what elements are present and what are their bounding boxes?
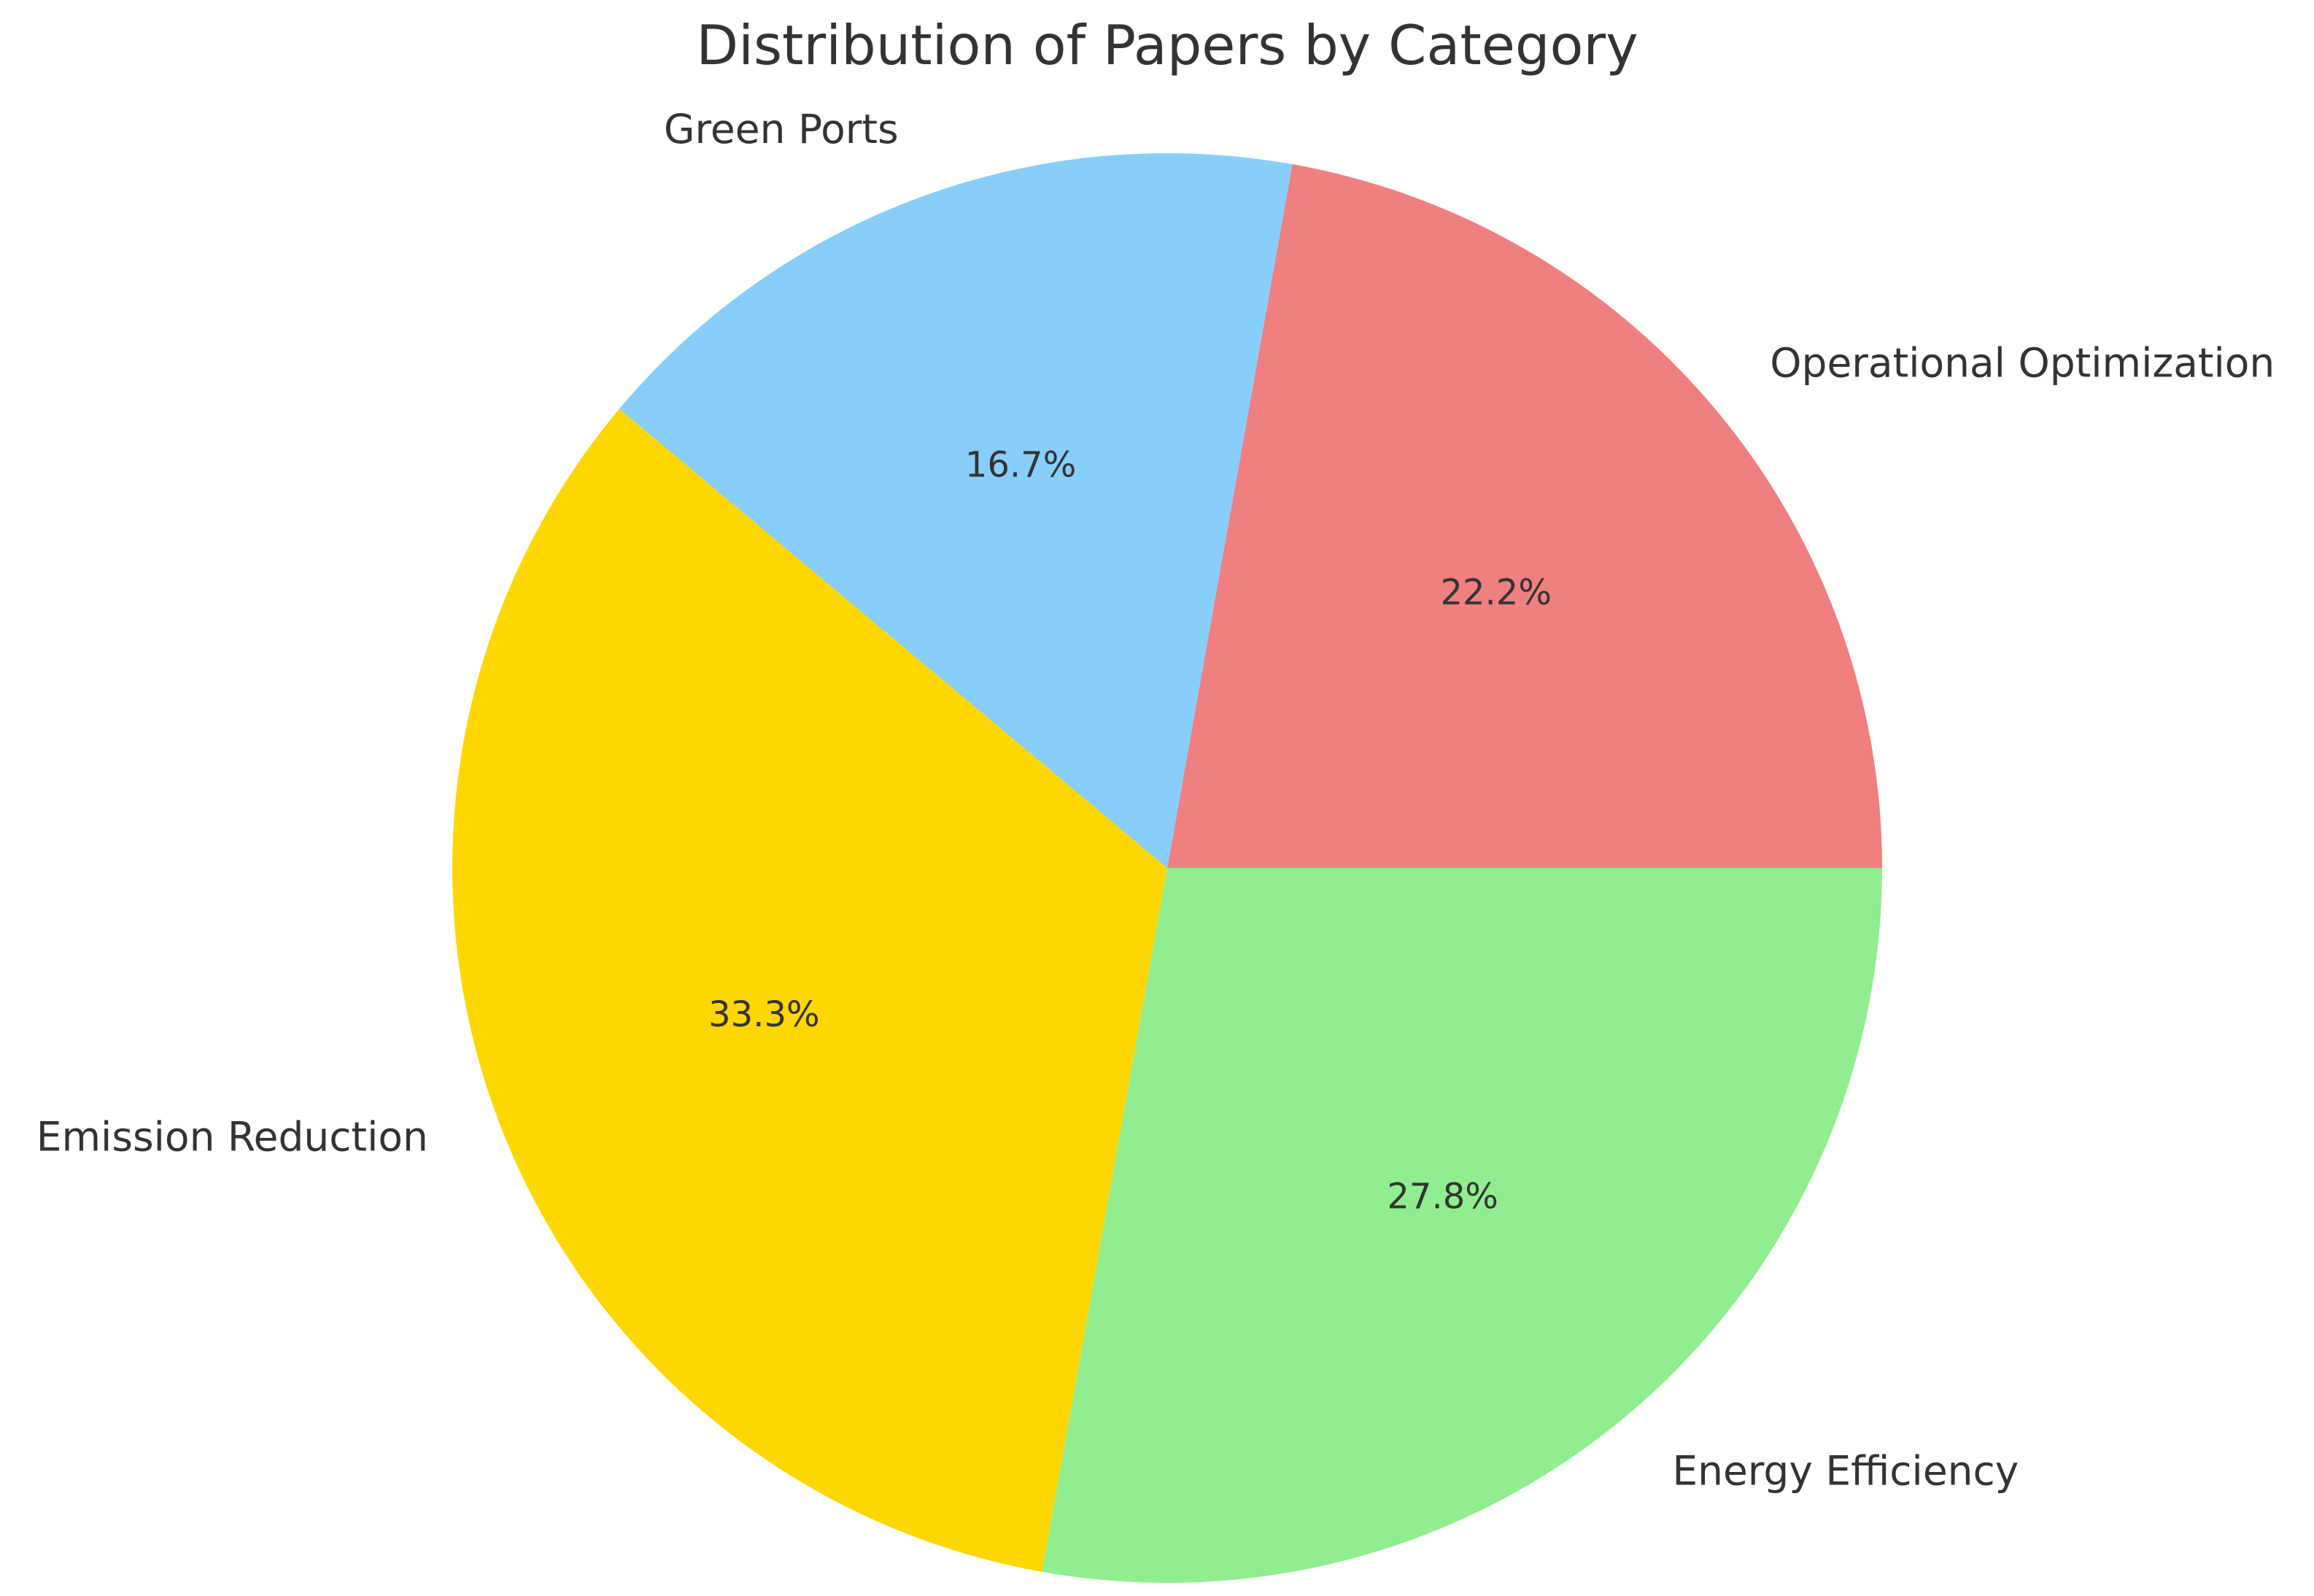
pie-slice-green-ports [619, 153, 1293, 869]
chart-title: Distribution of Papers by Category [696, 13, 1638, 77]
pie-category-label-operational-optimization: Operational Optimization [1770, 340, 2275, 387]
pie-labels: 22.2% Operational Optimization 16.7% Green … [36, 106, 2275, 1494]
pie-pct-label-energy-efficiency: 27.8% [1387, 1177, 1498, 1217]
pie-slices [452, 153, 1882, 1583]
pie-slice-operational-optimization [1167, 164, 1882, 868]
pie-category-label-green-ports: Green Ports [664, 106, 899, 152]
pie-category-label-energy-efficiency: Energy Efficiency [1672, 1447, 2019, 1494]
pie-pct-label-operational-optimization: 22.2% [1440, 572, 1551, 613]
pie-pct-label-green-ports: 16.7% [965, 444, 1076, 485]
pie-slice-energy-efficiency [1042, 868, 1882, 1583]
pie-slice-emission-reduction [452, 408, 1167, 1572]
pie-pct-label-emission-reduction: 33.3% [708, 994, 819, 1035]
pie-category-label-emission-reduction: Emission Reduction [36, 1113, 428, 1160]
